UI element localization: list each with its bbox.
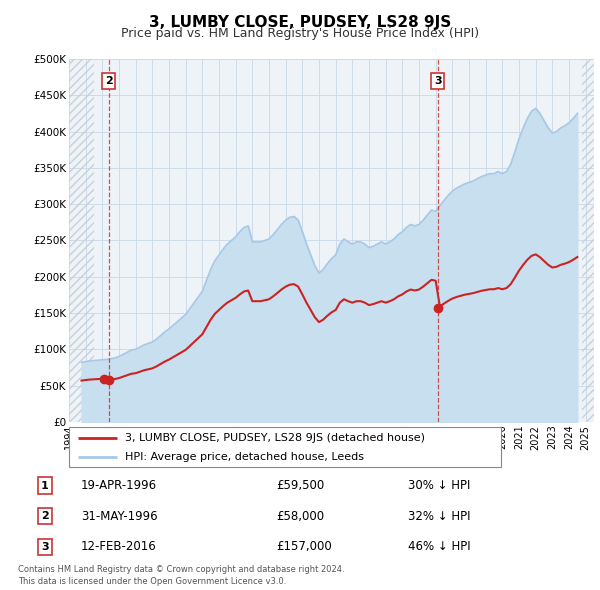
Text: 19-APR-1996: 19-APR-1996 bbox=[81, 479, 157, 492]
Text: £59,500: £59,500 bbox=[276, 479, 324, 492]
FancyBboxPatch shape bbox=[69, 427, 501, 467]
Text: 3: 3 bbox=[41, 542, 49, 552]
Text: 32% ↓ HPI: 32% ↓ HPI bbox=[408, 510, 470, 523]
Text: 3, LUMBY CLOSE, PUDSEY, LS28 9JS (detached house): 3, LUMBY CLOSE, PUDSEY, LS28 9JS (detach… bbox=[125, 434, 425, 444]
Text: 30% ↓ HPI: 30% ↓ HPI bbox=[408, 479, 470, 492]
Text: 12-FEB-2016: 12-FEB-2016 bbox=[81, 540, 157, 553]
Text: £58,000: £58,000 bbox=[276, 510, 324, 523]
Text: 3: 3 bbox=[434, 76, 442, 86]
Text: Contains HM Land Registry data © Crown copyright and database right 2024.
This d: Contains HM Land Registry data © Crown c… bbox=[18, 565, 344, 586]
Text: Price paid vs. HM Land Registry's House Price Index (HPI): Price paid vs. HM Land Registry's House … bbox=[121, 27, 479, 40]
Text: 46% ↓ HPI: 46% ↓ HPI bbox=[408, 540, 470, 553]
Text: HPI: Average price, detached house, Leeds: HPI: Average price, detached house, Leed… bbox=[125, 452, 364, 462]
Text: 1: 1 bbox=[41, 481, 49, 490]
Text: 2: 2 bbox=[41, 512, 49, 521]
Text: 31-MAY-1996: 31-MAY-1996 bbox=[81, 510, 158, 523]
Text: £157,000: £157,000 bbox=[276, 540, 332, 553]
Text: 2: 2 bbox=[105, 76, 113, 86]
Text: 3, LUMBY CLOSE, PUDSEY, LS28 9JS: 3, LUMBY CLOSE, PUDSEY, LS28 9JS bbox=[149, 15, 451, 30]
